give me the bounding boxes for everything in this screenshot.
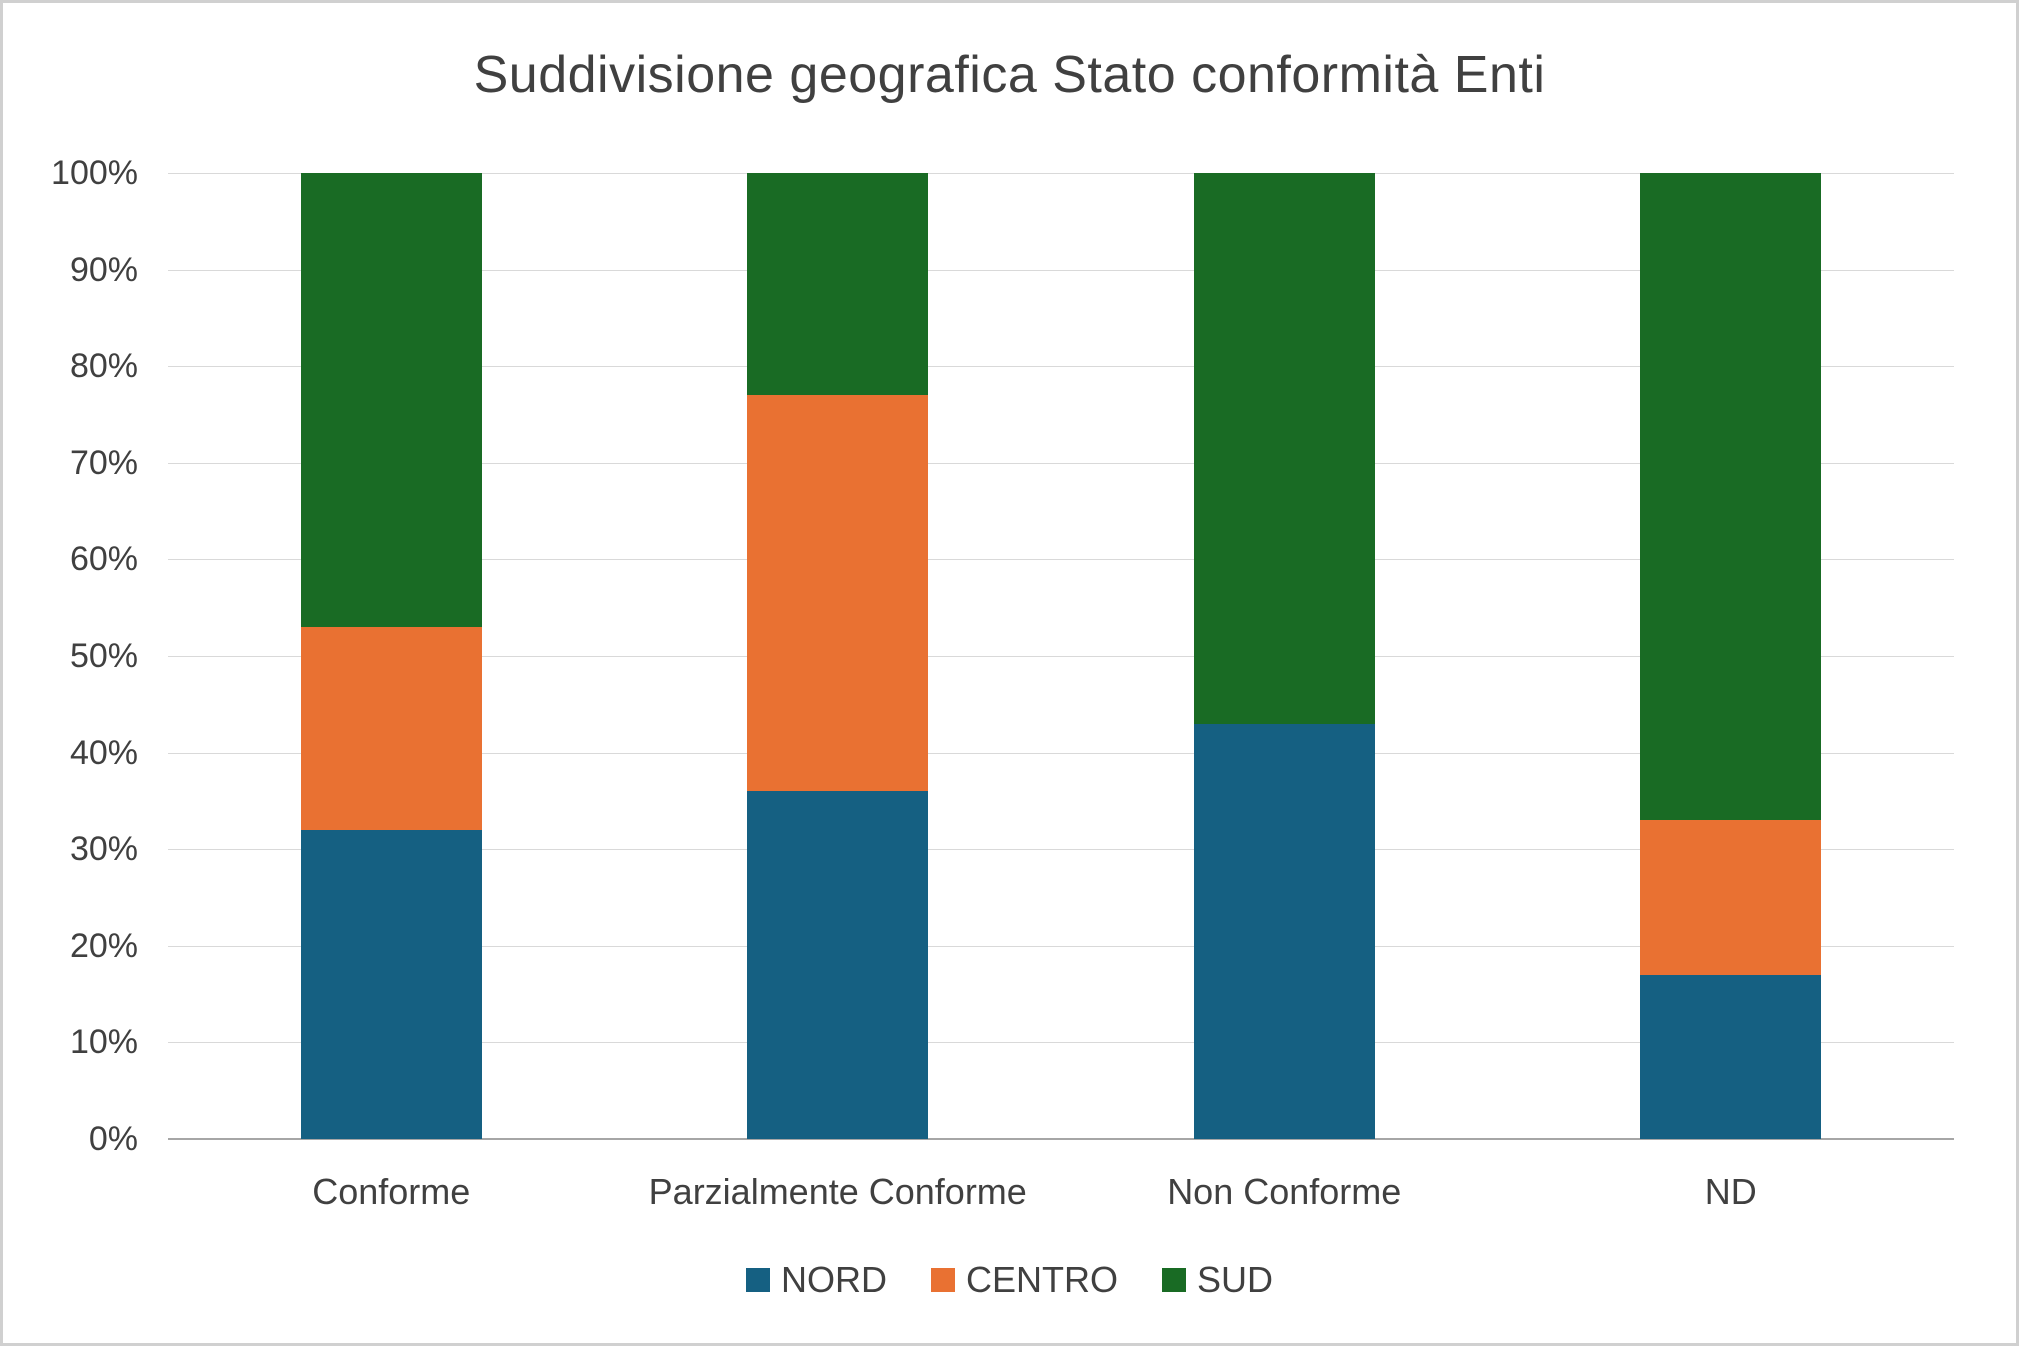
bar-segment-sud	[747, 173, 929, 396]
legend-swatch-icon	[1161, 1268, 1186, 1292]
y-axis-tick-label: 90%	[69, 250, 138, 289]
legend-swatch-icon	[745, 1268, 770, 1292]
bar-segment-centro	[300, 627, 482, 830]
y-axis-tick-label: 30%	[69, 830, 138, 869]
x-axis-line	[168, 1138, 1954, 1140]
legend-swatch-icon	[930, 1268, 955, 1292]
x-axis-labels: Conforme Parzialmente Conforme Non Conform…	[168, 1171, 1954, 1213]
y-axis-tick-label: 20%	[69, 926, 138, 965]
x-axis-category-label: ND	[1704, 1171, 1757, 1212]
gridline	[168, 656, 1954, 657]
legend: NORD CENTRO SUD	[3, 1259, 2016, 1301]
legend-item-centro: CENTRO	[930, 1259, 1118, 1301]
plot-area: 0% 10% 20% 30% 40% 50% 60% 70% 80% 90% 100%	[51, 156, 1954, 1156]
bar-segment-centro	[747, 395, 929, 792]
bar-segment-sud	[1193, 173, 1375, 724]
y-axis-tick-label: 50%	[69, 637, 138, 675]
bar-segment-nord	[1193, 723, 1375, 1139]
bar-segment-nord	[1640, 974, 1822, 1139]
legend-label: CENTRO	[965, 1259, 1118, 1300]
y-axis-tick-label: 80%	[69, 347, 138, 386]
legend-label: NORD	[780, 1259, 887, 1300]
gridline	[168, 366, 1954, 368]
x-axis-category-label: Parzialmente Conforme	[648, 1171, 1027, 1212]
bar-column	[1061, 173, 1508, 1139]
bar-column	[615, 173, 1062, 1139]
bar-segment-nord	[300, 829, 482, 1139]
bar-segment-sud	[1640, 173, 1822, 821]
y-axis-tick-label: 70%	[69, 443, 138, 482]
stacked-bar	[1640, 173, 1822, 1139]
x-axis-category-label: Non Conforme	[1167, 1171, 1402, 1212]
x-axis-category-label: Conforme	[312, 1171, 471, 1212]
gridline	[168, 1042, 1954, 1044]
gridline	[168, 173, 1954, 174]
gridline	[168, 849, 1954, 851]
bar-segment-centro	[1640, 820, 1822, 975]
bar-column	[168, 173, 615, 1139]
gridline	[168, 559, 1954, 561]
bars-layer	[168, 173, 1954, 1139]
y-axis-tick-label: 40%	[69, 733, 138, 772]
y-axis-tick-label: 0%	[88, 1120, 138, 1158]
legend-item-sud: SUD	[1161, 1259, 1273, 1301]
legend-label: SUD	[1196, 1259, 1273, 1300]
legend-item-nord: NORD	[745, 1259, 887, 1301]
gridline	[168, 462, 1954, 464]
y-axis-tick-label: 100%	[51, 154, 138, 192]
gridline	[168, 269, 1954, 271]
stacked-bar	[747, 173, 929, 1139]
gridline	[168, 752, 1954, 754]
y-axis-tick-label: 60%	[69, 540, 138, 579]
bar-segment-nord	[747, 791, 929, 1139]
chart-title: Suddivisione geografica Stato conformità…	[473, 46, 1546, 104]
gridline	[168, 945, 1954, 947]
stacked-bar	[300, 173, 482, 1139]
bar-segment-sud	[300, 173, 482, 628]
stacked-bar	[1193, 173, 1375, 1139]
bar-column	[1508, 173, 1955, 1139]
y-axis-tick-label: 10%	[69, 1023, 138, 1062]
